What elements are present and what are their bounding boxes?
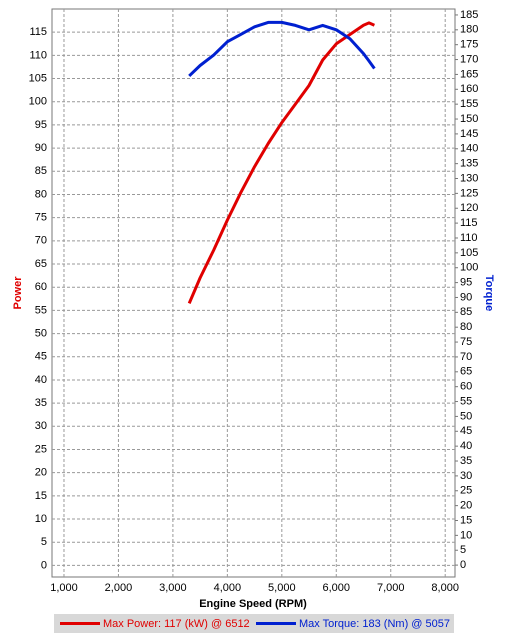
y2-tick-label: 90 [460, 291, 472, 303]
legend-label: Max Torque: 183 (Nm) @ 5057 [299, 618, 450, 630]
y-tick-label: 45 [35, 351, 47, 363]
y2-tick-label: 60 [460, 381, 472, 393]
y-axis-label: Power [12, 276, 24, 310]
x-tick-label: 1,000 [50, 582, 78, 594]
y2-tick-label: 70 [460, 351, 472, 363]
y2-tick-label: 65 [460, 366, 472, 378]
y2-tick-label: 105 [460, 247, 478, 259]
x-tick-label: 6,000 [323, 582, 351, 594]
y-tick-label: 55 [35, 304, 47, 316]
y-tick-label: 25 [35, 443, 47, 455]
y-tick-label: 20 [35, 467, 47, 479]
y-tick-label: 100 [29, 96, 47, 108]
x-tick-label: 4,000 [214, 582, 242, 594]
y2-tick-label: 150 [460, 113, 478, 125]
y-tick-label: 115 [29, 26, 47, 38]
x-tick-label: 2,000 [105, 582, 133, 594]
x-tick-label: 8,000 [431, 582, 459, 594]
y-tick-label: 10 [35, 513, 47, 525]
y2-tick-label: 180 [460, 24, 478, 36]
legend-label: Max Power: 117 (kW) @ 6512 [103, 618, 250, 630]
y-tick-label: 0 [41, 559, 47, 571]
marks [187, 20, 376, 304]
y2-tick-label: 30 [460, 470, 472, 482]
y-tick-label: 30 [35, 420, 47, 432]
y2-tick-label: 75 [460, 336, 472, 348]
y-tick-label: 70 [35, 235, 47, 247]
y2-tick-label: 170 [460, 53, 478, 65]
y2-tick-label: 175 [460, 39, 478, 51]
plot-area [51, 8, 456, 578]
y2-tick-label: 35 [460, 455, 472, 467]
y-tick-label: 105 [29, 72, 47, 84]
y2-tick-label: 115 [460, 217, 478, 229]
y-tick-label: 15 [35, 490, 47, 502]
y-tick-label: 5 [41, 536, 47, 548]
y2-tick-label: 85 [460, 306, 472, 318]
y2-tick-label: 50 [460, 410, 472, 422]
y2-tick-label: 55 [460, 395, 472, 407]
y-tick-label: 65 [35, 258, 47, 270]
y2-axis-label: Torque [483, 275, 495, 311]
y2-tick-label: 160 [460, 83, 478, 95]
x-tick-label: 7,000 [377, 582, 405, 594]
y2-tick-label: 25 [460, 485, 472, 497]
legend [54, 614, 454, 633]
y2-tick-label: 5 [460, 544, 466, 556]
y2-tick-label: 0 [460, 559, 466, 571]
y2-tick-label: 80 [460, 321, 472, 333]
y2-tick-label: 45 [460, 425, 472, 437]
y2-tick-label: 135 [460, 158, 478, 170]
y-tick-label: 95 [35, 119, 47, 131]
y2-tick-label: 95 [460, 276, 472, 288]
y2-tick-label: 110 [460, 232, 478, 244]
line-series [188, 20, 376, 77]
y-tick-label: 75 [35, 212, 47, 224]
y-tick-label: 40 [35, 374, 47, 386]
x-tick-label: 5,000 [268, 582, 296, 594]
y2-tick-label: 40 [460, 440, 472, 452]
y2-tick-label: 100 [460, 262, 478, 274]
y-tick-label: 35 [35, 397, 47, 409]
y2-tick-label: 15 [460, 514, 472, 526]
y2-tick-label: 120 [460, 202, 478, 214]
y2-tick-label: 130 [460, 172, 478, 184]
y-tick-label: 60 [35, 281, 47, 293]
y-tick-label: 80 [35, 188, 47, 200]
y-tick-label: 110 [29, 49, 47, 61]
y-tick-label: 85 [35, 165, 47, 177]
y2-tick-label: 10 [460, 529, 472, 541]
x-axis-label: Engine Speed (RPM) [199, 598, 307, 610]
y2-tick-label: 140 [460, 143, 478, 155]
line-series [187, 21, 375, 304]
y2-tick-label: 20 [460, 500, 472, 512]
y-tick-label: 90 [35, 142, 47, 154]
y2-tick-label: 185 [460, 9, 478, 21]
y2-tick-label: 145 [460, 128, 478, 140]
y-tick-label: 50 [35, 327, 47, 339]
y2-tick-label: 155 [460, 98, 478, 110]
x-tick-label: 3,000 [159, 582, 187, 594]
y2-tick-label: 165 [460, 68, 478, 80]
y2-tick-label: 125 [460, 187, 478, 199]
